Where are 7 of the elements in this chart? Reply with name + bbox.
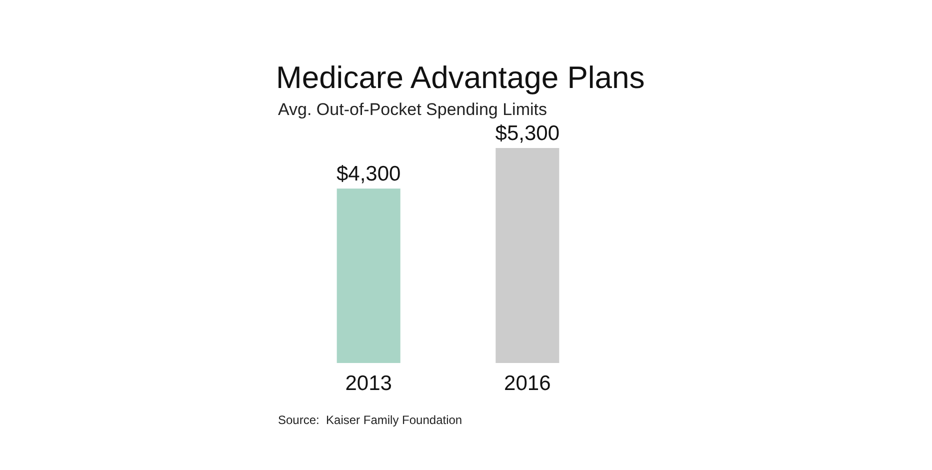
x-tick-label: 2013 (345, 372, 392, 395)
chart-subtitle: Avg. Out-of-Pocket Spending Limits (278, 100, 547, 119)
source-note: Source: Kaiser Family Foundation (278, 413, 462, 427)
data-label: $4,300 (336, 162, 401, 186)
data-label: $5,300 (495, 122, 560, 145)
chart-title: Medicare Advantage Plans (276, 60, 645, 95)
x-tick-label: 2016 (504, 372, 551, 395)
